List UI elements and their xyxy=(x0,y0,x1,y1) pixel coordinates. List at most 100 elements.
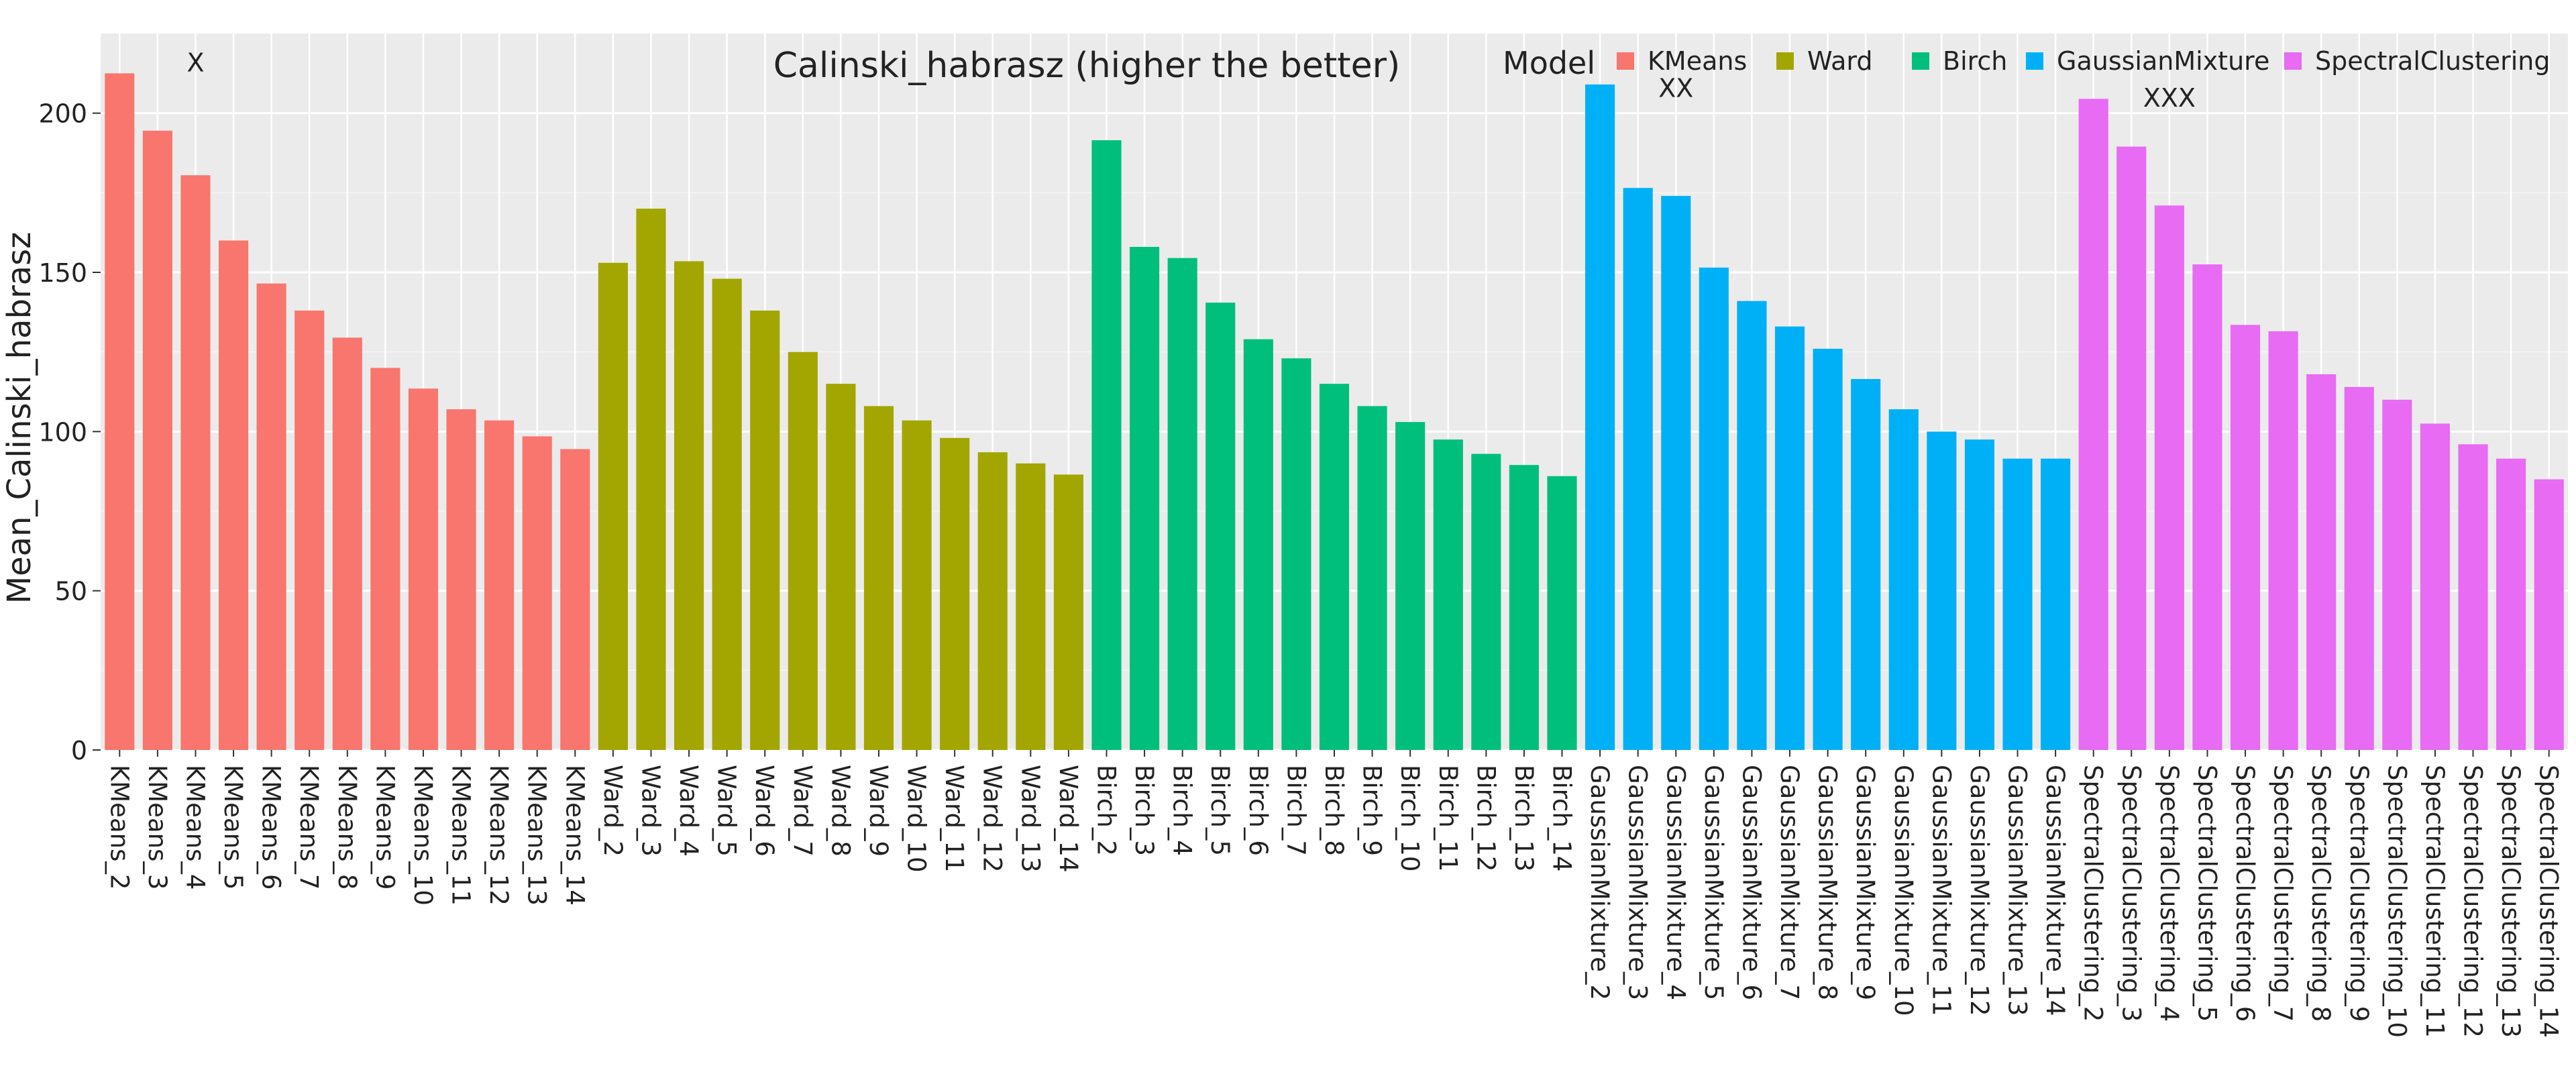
bar-spectralclustering-13 xyxy=(2496,458,2526,750)
x-tick-label: GaussianMixture_6 xyxy=(1737,765,1766,1000)
bar-kmeans-5 xyxy=(218,240,249,750)
x-tick-label: Birch_10 xyxy=(1395,765,1424,871)
x-tick-label: Ward_5 xyxy=(712,765,741,857)
x-tick-label: Birch_5 xyxy=(1205,765,1234,856)
legend-label-spectralclustering: SpectralClustering xyxy=(2315,46,2551,76)
legend-swatch-gaussianmixture xyxy=(2026,52,2043,70)
y-tick-label: 200 xyxy=(38,99,87,129)
bar-spectralclustering-5 xyxy=(2192,264,2222,751)
bar-birch-14 xyxy=(1547,476,1577,750)
legend-label-gaussianmixture: GaussianMixture xyxy=(2057,46,2269,76)
annotation-label: XX xyxy=(1658,74,1693,103)
legend-label-kmeans: KMeans xyxy=(1648,46,1747,76)
bar-kmeans-8 xyxy=(332,337,362,751)
x-tick-label: Ward_7 xyxy=(788,765,817,857)
bar-kmeans-12 xyxy=(484,420,515,750)
x-tick-label: GaussianMixture_10 xyxy=(1889,765,1918,1016)
legend-swatch-kmeans xyxy=(1617,52,1634,70)
bar-ward-5 xyxy=(712,278,742,750)
x-tick-label: KMeans_4 xyxy=(180,765,209,890)
x-tick-label: GaussianMixture_12 xyxy=(1965,765,1994,1016)
x-tick-label: GaussianMixture_8 xyxy=(1813,765,1842,1000)
bar-spectralclustering-6 xyxy=(2230,325,2261,750)
x-tick-label: Birch_13 xyxy=(1509,765,1538,871)
x-tick-label: SpectralClustering_2 xyxy=(2079,765,2108,1022)
x-tick-label: Birch_3 xyxy=(1130,765,1159,856)
x-tick-label: SpectralClustering_4 xyxy=(2155,765,2184,1022)
bar-ward-13 xyxy=(1016,463,1046,750)
bar-gaussianmixture-11 xyxy=(1927,431,1957,750)
bar-kmeans-10 xyxy=(408,388,439,750)
bar-gaussianmixture-9 xyxy=(1851,379,1881,750)
x-tick-label: SpectralClustering_7 xyxy=(2269,765,2298,1022)
bar-ward-8 xyxy=(826,384,856,750)
bar-spectralclustering-14 xyxy=(2534,479,2564,750)
x-tick-label: KMeans_11 xyxy=(447,765,476,906)
bar-spectralclustering-8 xyxy=(2306,374,2337,750)
legend: Model KMeans Ward Birch GaussianMixture Spec… xyxy=(1503,45,2551,81)
x-tick-label: Ward_8 xyxy=(826,765,855,857)
x-tick-label: KMeans_7 xyxy=(294,765,323,890)
legend-label-birch: Birch xyxy=(1943,46,2007,76)
bar-kmeans-7 xyxy=(294,310,325,751)
x-tick-label: SpectralClustering_12 xyxy=(2459,765,2487,1038)
x-tick-label: Birch_6 xyxy=(1244,765,1273,856)
bar-gaussianmixture-4 xyxy=(1661,196,1691,751)
x-tick-label: KMeans_8 xyxy=(333,765,362,890)
bar-birch-4 xyxy=(1167,258,1197,750)
bar-gaussianmixture-12 xyxy=(1964,439,1995,750)
bar-ward-7 xyxy=(788,352,818,750)
x-tick-label: KMeans_9 xyxy=(370,765,399,890)
bar-birch-3 xyxy=(1130,247,1160,750)
x-tick-label: SpectralClustering_5 xyxy=(2192,765,2221,1022)
bar-ward-3 xyxy=(636,209,666,751)
y-tick-label: 0 xyxy=(71,736,87,765)
x-tick-label: SpectralClustering_8 xyxy=(2306,765,2335,1022)
bar-kmeans-2 xyxy=(105,73,135,751)
bar-ward-11 xyxy=(940,437,970,750)
x-tick-label: KMeans_3 xyxy=(143,765,172,890)
bar-spectralclustering-9 xyxy=(2344,386,2374,750)
x-tick-label: GaussianMixture_7 xyxy=(1775,765,1804,1000)
legend-label-ward: Ward xyxy=(1807,46,1873,76)
legend-swatch-ward xyxy=(1776,52,1794,70)
x-tick-label: Ward_14 xyxy=(1054,765,1083,873)
bar-gaussianmixture-5 xyxy=(1699,267,1729,750)
bar-gaussianmixture-14 xyxy=(2041,458,2071,750)
bar-gaussianmixture-7 xyxy=(1774,326,1805,750)
bar-gaussianmixture-13 xyxy=(2002,458,2033,750)
x-tick-label: KMeans_14 xyxy=(560,765,589,906)
y-tick-label: 100 xyxy=(38,417,87,447)
bar-kmeans-9 xyxy=(370,368,400,750)
x-tick-label: GaussianMixture_4 xyxy=(1661,765,1690,1000)
bar-ward-4 xyxy=(674,261,704,750)
legend-title: Model xyxy=(1503,45,1595,81)
bar-kmeans-14 xyxy=(560,449,590,750)
bar-spectralclustering-10 xyxy=(2382,399,2412,750)
bar-ward-14 xyxy=(1053,474,1083,750)
x-tick-label: GaussianMixture_3 xyxy=(1623,765,1652,1000)
x-tick-label: Ward_13 xyxy=(1016,765,1044,873)
bar-gaussianmixture-10 xyxy=(1888,409,1919,750)
bar-gaussianmixture-2 xyxy=(1585,84,1615,751)
bar-spectralclustering-7 xyxy=(2268,331,2298,750)
bar-birch-2 xyxy=(1091,140,1122,751)
x-tick-label: KMeans_10 xyxy=(409,765,437,906)
x-tick-label: GaussianMixture_14 xyxy=(2041,765,2070,1016)
x-tick-label: Birch_8 xyxy=(1320,765,1348,856)
x-tick-label: SpectralClustering_3 xyxy=(2116,765,2145,1022)
bar-kmeans-3 xyxy=(142,130,172,751)
x-axis: KMeans_2 KMeans_3 KMeans_4 KMeans_5 KMeans_6… xyxy=(105,750,2563,1038)
legend-swatch-birch xyxy=(1912,52,1929,70)
x-tick-label: GaussianMixture_2 xyxy=(1585,765,1614,1000)
bar-kmeans-13 xyxy=(522,436,552,750)
x-tick-label: KMeans_13 xyxy=(523,765,551,906)
annotations-layer: XXX XXX xyxy=(186,48,2195,113)
x-tick-label: GaussianMixture_9 xyxy=(1851,765,1880,1000)
x-tick-label: SpectralClustering_9 xyxy=(2345,765,2373,1022)
bar-birch-5 xyxy=(1205,303,1236,750)
x-tick-label: GaussianMixture_11 xyxy=(1927,765,1955,1016)
bar-birch-13 xyxy=(1509,465,1539,750)
x-tick-label: SpectralClustering_11 xyxy=(2420,765,2449,1038)
